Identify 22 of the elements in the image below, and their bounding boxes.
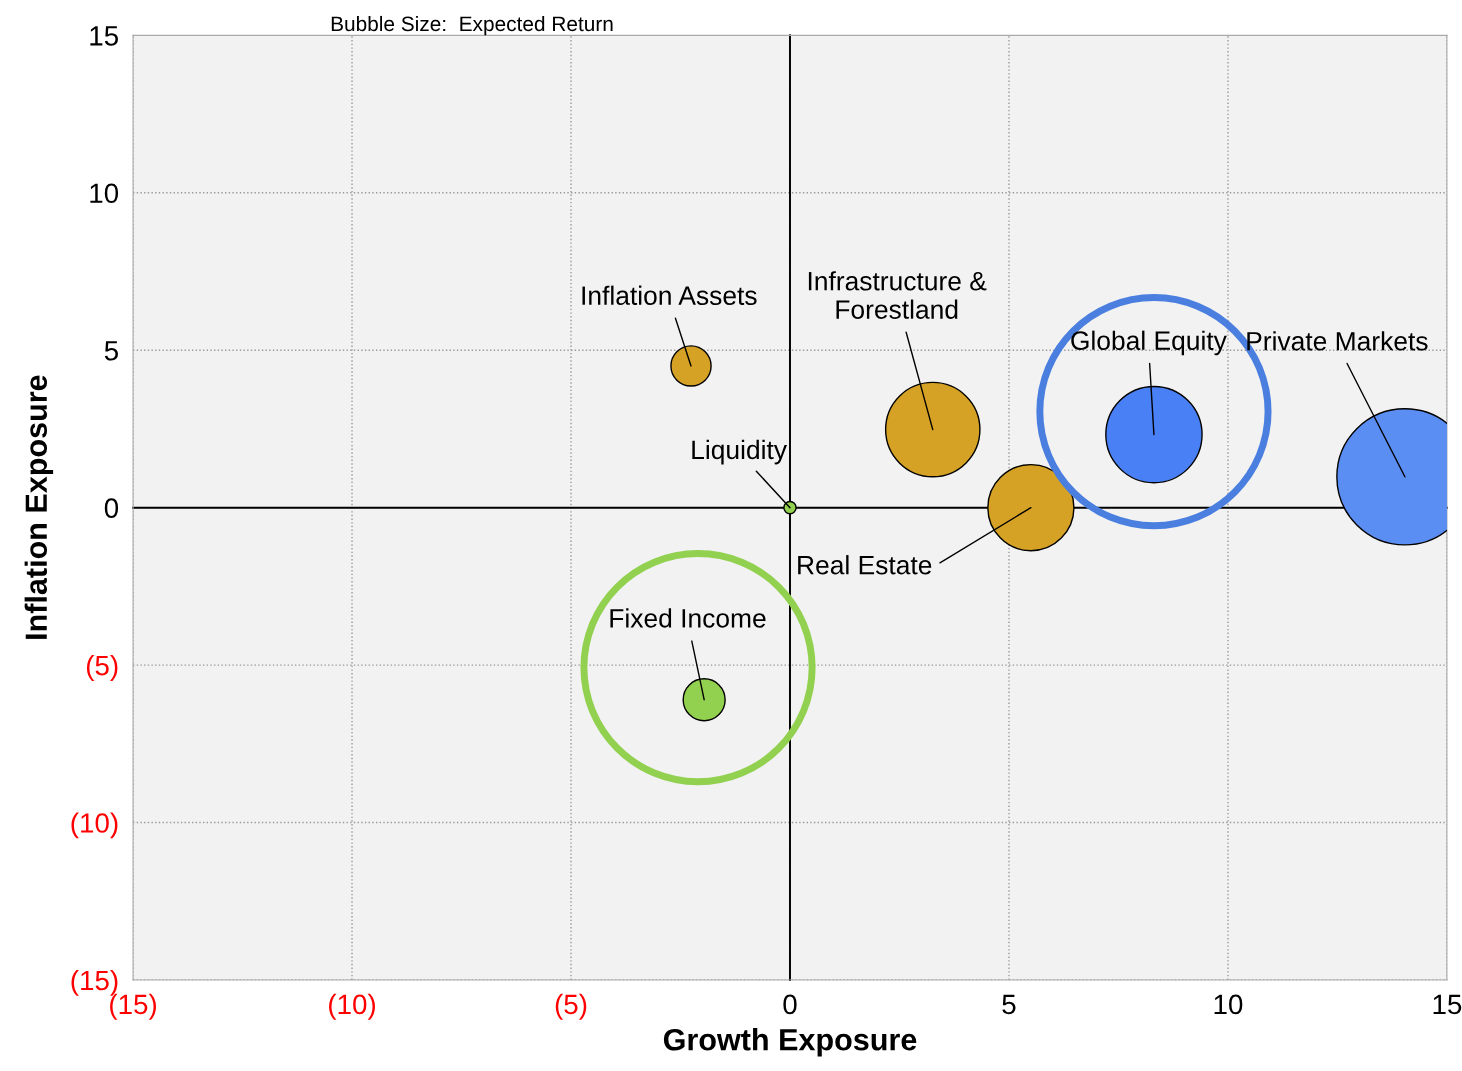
y-axis-title: Inflation Exposure <box>24 375 54 639</box>
y-tick-label: 5 <box>104 341 118 361</box>
text: Infrastructure & Forestland <box>808 271 987 319</box>
text: Inflation Assets <box>582 285 757 305</box>
x-tick-label: 15 <box>1433 994 1462 1015</box>
y-tick-label: 15 <box>90 26 118 46</box>
x-tick-label: 0 <box>783 994 797 1015</box>
x-tick-label: 10 <box>1214 994 1243 1015</box>
x-axis-title: Growth Exposure <box>663 1028 917 1057</box>
chart-title: Bubble Size: Expected Return <box>331 15 613 36</box>
x-tick-label: (5) <box>555 993 587 1020</box>
text: Fixed Income <box>610 608 766 628</box>
series-label: Global Equity <box>1071 330 1227 356</box>
y-tick-label: (10) <box>71 812 118 839</box>
text: Private Markets <box>1247 331 1428 351</box>
x-tick-label: 5 <box>1002 994 1016 1015</box>
series-label: Liquidity <box>692 439 787 465</box>
text: Real Estate <box>798 555 932 575</box>
y-tick-label: 10 <box>90 183 119 204</box>
y-tick-label: (5) <box>86 655 118 681</box>
x-tick-label: (10) <box>329 993 375 1020</box>
y-tick-label: 0 <box>104 498 119 518</box>
